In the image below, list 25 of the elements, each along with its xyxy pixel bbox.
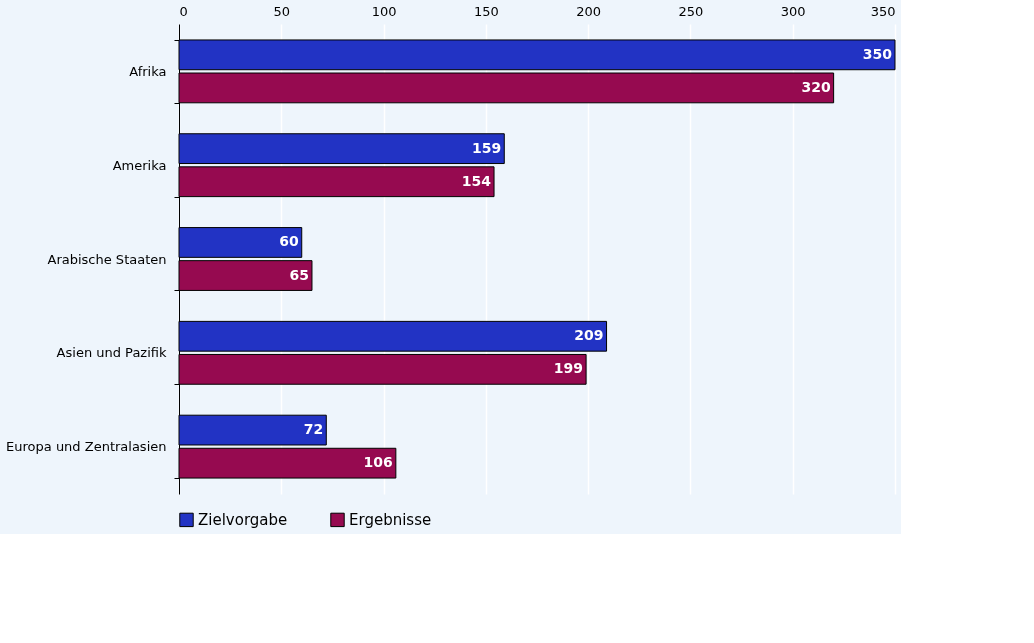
data-label: 154 [461, 172, 492, 189]
y-tick-label: Afrika [129, 63, 167, 79]
data-label: 72 [303, 421, 324, 438]
data-label: 65 [289, 266, 309, 283]
x-tick-label: 300 [780, 3, 806, 19]
data-label: 320 [801, 78, 831, 95]
data-label: 106 [363, 454, 393, 471]
x-tick-label: 100 [371, 3, 397, 19]
data-label: 350 [862, 45, 893, 62]
x-tick-label: 150 [473, 3, 499, 19]
data-label: 159 [472, 139, 502, 156]
y-tick-label: Amerika [112, 157, 167, 173]
y-tick-label: Europa und Zentralasien [6, 439, 167, 455]
data-label: 60 [279, 233, 299, 250]
x-tick-label: 200 [576, 3, 602, 19]
x-tick-label: 50 [273, 3, 291, 19]
x-tick-label: 250 [678, 3, 704, 19]
data-label: 209 [574, 327, 604, 344]
legend-label: Ergebnisse [349, 510, 432, 529]
legend-label: Zielvorgabe [198, 510, 288, 529]
x-tick-label: 350 [870, 3, 896, 19]
data-label: 199 [553, 360, 584, 377]
x-tick-label: 0 [179, 3, 188, 19]
y-tick-label: Arabische Staaten [47, 251, 167, 267]
y-tick-label: Asien und Pazifik [56, 345, 167, 361]
